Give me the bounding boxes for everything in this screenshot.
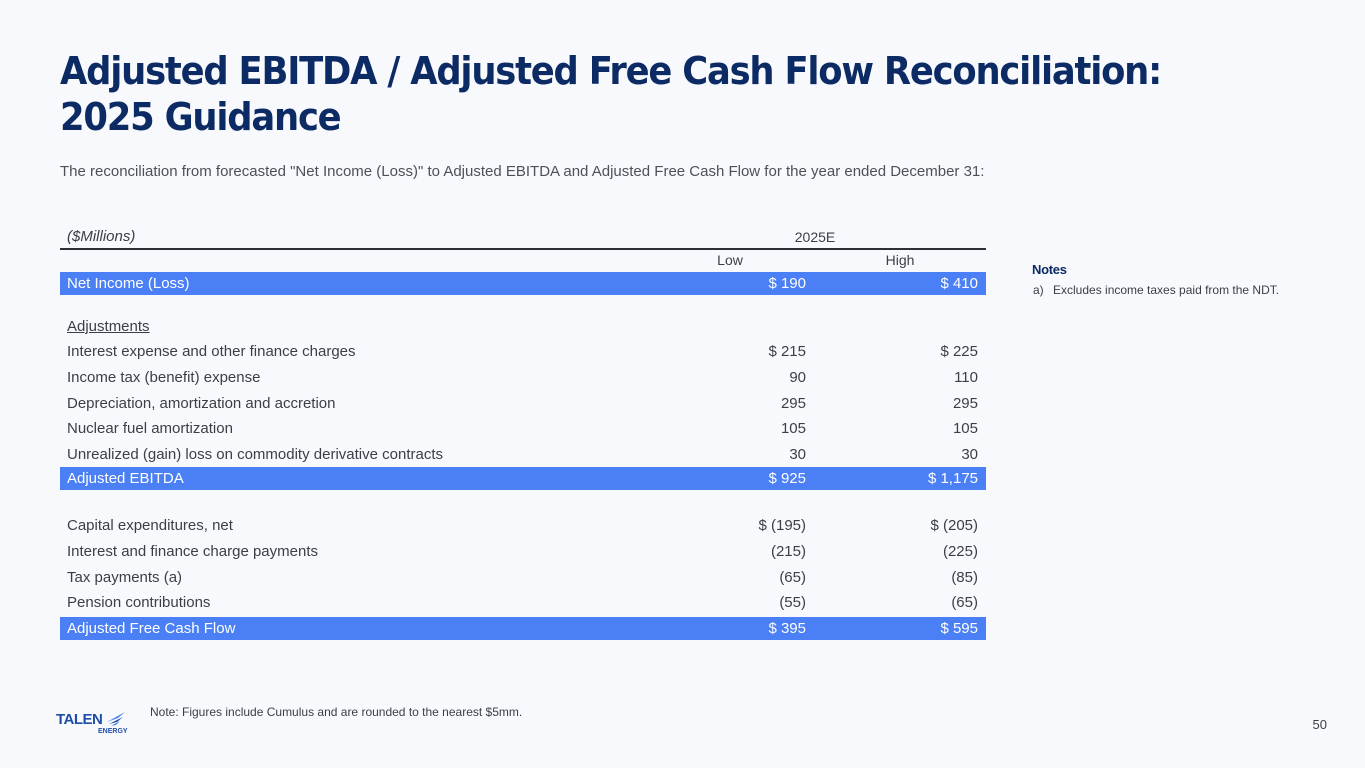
row-adjusted-ebitda: Adjusted EBITDA $ 925 $ 1,175 (60, 467, 986, 490)
value-low: (65) (779, 569, 806, 586)
logo-wordmark: TALEN (56, 711, 103, 728)
value-high: 30 (961, 446, 978, 463)
value-low: 295 (780, 395, 806, 412)
table-row: Unrealized (gain) loss on commodity deri… (60, 443, 986, 466)
table-row: Tax payments (a) (65) (85) (60, 566, 986, 589)
value-high: 295 (952, 395, 978, 412)
note-item: a) Excludes income taxes paid from the ND… (1033, 283, 1279, 297)
company-logo: TALEN ENERGY (56, 708, 136, 738)
logo-subtitle: ENERGY (98, 728, 128, 735)
value-low: 30 (789, 446, 806, 463)
note-marker: a) (1033, 283, 1044, 297)
row-net-income: Net Income (Loss) $ 190 $ 410 (60, 272, 986, 295)
value-high: (225) (942, 543, 978, 560)
table-row: Income tax (benefit) expense 90 110 (60, 366, 986, 389)
row-label: Interest expense and other finance charg… (67, 343, 356, 360)
table-row: Pension contributions (55) (65) (60, 591, 986, 614)
value-high: (65) (951, 594, 978, 611)
row-adjusted-fcf: Adjusted Free Cash Flow $ 395 $ 595 (60, 617, 986, 640)
value-low: $ 395 (768, 620, 806, 637)
value-high: $ 225 (940, 343, 978, 360)
value-high: $ 1,175 (927, 470, 978, 487)
value-high: 110 (954, 369, 978, 386)
table-row: Interest expense and other finance charg… (60, 340, 986, 363)
note-text: Excludes income taxes paid from the NDT. (1053, 283, 1280, 297)
column-header-high: High (885, 252, 915, 268)
table-row: Nuclear fuel amortization 105 105 (60, 417, 986, 440)
row-label: Pension contributions (67, 594, 211, 611)
row-label: Unrealized (gain) loss on commodity deri… (67, 446, 443, 463)
notes-title: Notes (1032, 262, 1067, 277)
table-row: Interest and finance charge payments (21… (60, 540, 986, 563)
page-number: 50 (1312, 717, 1327, 732)
adjustments-header: Adjustments (67, 318, 150, 335)
row-label: Adjusted EBITDA (67, 470, 184, 487)
value-high: $ 410 (940, 275, 978, 292)
row-label: Adjusted Free Cash Flow (67, 620, 236, 637)
value-high: $ (205) (930, 517, 978, 534)
row-label: Interest and finance charge payments (67, 543, 318, 560)
column-header-low: Low (717, 252, 743, 268)
row-label: Capital expenditures, net (67, 517, 233, 534)
wing-icon (107, 712, 125, 726)
table-row: Depreciation, amortization and accretion… (60, 392, 986, 415)
value-low: (55) (779, 594, 806, 611)
footnote: Note: Figures include Cumulus and are ro… (150, 705, 523, 719)
value-low: (215) (770, 543, 806, 560)
value-low: $ (195) (758, 517, 806, 534)
value-low: 90 (789, 369, 806, 386)
value-low: $ 925 (768, 470, 806, 487)
row-label: Income tax (benefit) expense (67, 369, 261, 386)
row-label: Depreciation, amortization and accretion (67, 395, 336, 412)
page-title: Adjusted EBITDA / Adjusted Free Cash Flo… (60, 49, 1162, 139)
value-low: 105 (780, 420, 806, 437)
units-label: ($Millions) (67, 228, 136, 245)
header-rule (60, 248, 986, 250)
value-low: $ 215 (768, 343, 806, 360)
value-low: $ 190 (768, 275, 806, 292)
table-row: Capital expenditures, net $ (195) $ (205… (60, 514, 986, 537)
page-subtitle: The reconciliation from forecasted "Net … (60, 163, 985, 180)
value-high: 105 (952, 420, 978, 437)
row-label: Net Income (Loss) (67, 275, 190, 292)
value-high: (85) (951, 569, 978, 586)
row-label: Tax payments (a) (67, 569, 183, 586)
value-high: $ 595 (940, 620, 978, 637)
year-label: 2025E (794, 229, 836, 245)
row-label: Nuclear fuel amortization (67, 420, 233, 437)
